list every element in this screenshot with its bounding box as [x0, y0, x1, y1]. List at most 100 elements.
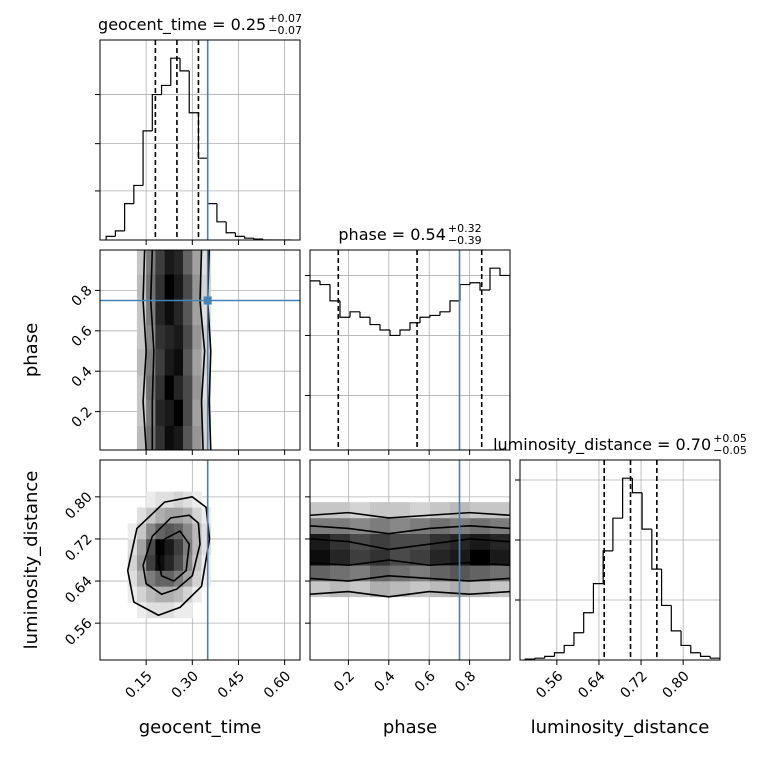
histogram-step: [439, 311, 450, 316]
density-cell: [430, 533, 451, 550]
title-lower: −0.39: [448, 234, 482, 247]
density-cell: [410, 581, 431, 598]
density-cell: [173, 348, 184, 376]
histogram-step: [142, 130, 153, 186]
density-cell: [136, 602, 147, 619]
histogram-step: [612, 517, 623, 551]
histogram-step: [409, 322, 420, 330]
histogram-step: [389, 330, 400, 337]
density-cell: [164, 348, 175, 376]
density-cell: [490, 549, 510, 566]
panel-frame: [309, 459, 511, 661]
density-cell: [330, 502, 351, 519]
density-cell: [201, 538, 212, 556]
histogram-step: [339, 300, 350, 318]
density-cell: [430, 581, 451, 598]
density-cell: [136, 507, 147, 524]
histogram-step: [573, 632, 584, 646]
density-cell: [410, 502, 431, 519]
histogram-step: [651, 529, 662, 570]
density-cell: [173, 250, 184, 275]
density-cell: [370, 533, 391, 550]
density-cell: [136, 298, 147, 326]
density-cell: [183, 523, 193, 540]
density-cell: [390, 581, 411, 598]
histogram-step: [253, 238, 264, 240]
density-cell: [136, 375, 147, 400]
density-cell: [127, 554, 138, 571]
density-cell: [192, 250, 202, 275]
density-cell: [350, 549, 371, 566]
contour: [310, 590, 510, 598]
panel-frame: [99, 459, 301, 661]
histogram-step: [188, 70, 199, 114]
density-cell: [155, 507, 165, 524]
density-cell: [146, 348, 156, 376]
density-cell: [490, 581, 510, 598]
title-lower: −0.07: [268, 24, 302, 37]
density-cell: [127, 523, 138, 540]
density-cell: [183, 491, 193, 508]
density-cell: [183, 375, 193, 400]
density-cell: [192, 399, 202, 427]
density-cell: [183, 538, 193, 556]
density-cell: [390, 533, 411, 550]
density-cell: [350, 533, 371, 550]
histogram-step: [469, 282, 480, 285]
histogram-step: [197, 112, 208, 159]
contour: [310, 538, 510, 551]
density-cell: [164, 554, 175, 571]
x-tick-label: 0.80: [659, 668, 692, 701]
density-cell: [410, 517, 431, 534]
density-cell: [192, 507, 202, 524]
x-tick-label: 0.30: [169, 668, 202, 701]
density-cell: [192, 348, 202, 376]
histogram-step: [329, 284, 340, 302]
density-cell: [470, 533, 491, 550]
density-cell: [155, 298, 165, 326]
density-cell: [183, 348, 193, 376]
density-cell: [173, 507, 184, 524]
x-tick-label: 0.64: [575, 668, 608, 701]
histogram-step: [244, 236, 254, 239]
histogram-step: [179, 58, 190, 72]
density-cell: [173, 425, 184, 450]
density-cell: [173, 375, 184, 400]
density-cell: [146, 586, 156, 603]
histogram-step: [399, 329, 410, 336]
density-cell: [192, 324, 202, 350]
density-cell: [146, 425, 156, 450]
histogram-step: [225, 221, 236, 234]
density-cell: [183, 250, 193, 275]
density-cell: [136, 425, 147, 450]
density-cell: [201, 399, 212, 427]
density-cell: [146, 324, 156, 350]
density-cell: [136, 570, 147, 587]
histogram-step: [553, 652, 565, 657]
histogram-step: [419, 316, 430, 323]
histogram-step: [479, 282, 490, 291]
density-cell: [173, 554, 184, 571]
histogram-step: [449, 300, 460, 312]
y-axis-label: phase: [21, 323, 42, 377]
density-cell: [201, 250, 212, 275]
density-cell: [155, 523, 165, 540]
density-cell: [192, 554, 202, 571]
histogram-step: [216, 203, 227, 223]
histogram-step: [690, 645, 701, 654]
histogram-step: [369, 317, 380, 326]
density-cell: [410, 549, 431, 566]
histogram-step: [459, 283, 470, 301]
truth-marker: [203, 296, 212, 305]
density-cell: [164, 425, 175, 450]
density-cell: [470, 549, 491, 566]
panel-frame: [99, 249, 301, 451]
density-cell: [173, 586, 184, 603]
density-cell: [201, 324, 212, 350]
title-upper: +0.05: [713, 432, 747, 445]
density-cell: [201, 375, 212, 400]
density-cell: [330, 581, 351, 598]
histogram-step: [349, 311, 360, 318]
density-cell: [173, 324, 184, 350]
histogram-step: [660, 569, 672, 607]
